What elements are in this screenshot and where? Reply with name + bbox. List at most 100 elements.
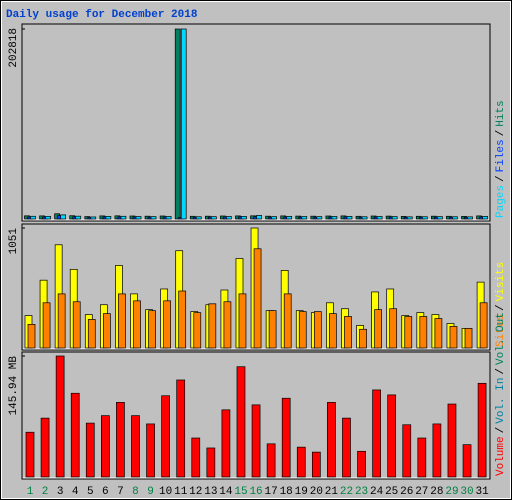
legend-separator: / bbox=[495, 427, 507, 434]
bar bbox=[391, 216, 398, 220]
bar bbox=[462, 444, 472, 478]
bar bbox=[133, 300, 141, 349]
bar bbox=[447, 403, 457, 478]
legend-separator: / bbox=[495, 175, 507, 182]
x-tick-label: 9 bbox=[147, 486, 154, 498]
bar bbox=[131, 415, 140, 478]
bar bbox=[40, 417, 50, 478]
bar bbox=[180, 28, 187, 220]
x-tick-label: 24 bbox=[370, 486, 384, 498]
bar bbox=[406, 216, 413, 220]
x-tick-label: 19 bbox=[295, 486, 308, 498]
bar bbox=[479, 302, 488, 349]
bar bbox=[45, 216, 51, 220]
bar bbox=[357, 450, 366, 478]
bar bbox=[376, 216, 383, 220]
legend: Pages / Files / Hits bbox=[495, 100, 507, 218]
bar bbox=[165, 216, 172, 220]
bar bbox=[87, 319, 96, 349]
x-tick-label: 22 bbox=[340, 486, 353, 498]
legend-entry: Hits bbox=[495, 100, 507, 126]
bar bbox=[283, 293, 292, 349]
chart-title: Daily usage for December 2018 bbox=[6, 9, 198, 21]
bar bbox=[174, 28, 181, 220]
bar bbox=[281, 397, 291, 478]
x-tick-label: 7 bbox=[117, 486, 124, 498]
x-tick-label: 6 bbox=[102, 486, 109, 498]
x-tick-label: 8 bbox=[132, 486, 139, 498]
bar bbox=[210, 216, 217, 220]
bar bbox=[327, 402, 336, 478]
x-tick-label: 27 bbox=[415, 486, 428, 498]
x-tick-label: 23 bbox=[355, 486, 368, 498]
x-tick-label: 30 bbox=[460, 486, 473, 498]
bar bbox=[253, 248, 262, 349]
bar bbox=[301, 216, 308, 220]
x-tick-label: 2 bbox=[42, 486, 49, 498]
bar bbox=[146, 423, 155, 478]
bar bbox=[135, 216, 142, 220]
bar bbox=[437, 216, 443, 220]
bar bbox=[116, 402, 125, 478]
bar bbox=[404, 316, 413, 349]
x-tick-label: 12 bbox=[189, 486, 202, 498]
bar bbox=[313, 311, 322, 349]
bar bbox=[342, 417, 351, 478]
legend-entry: Sites bbox=[495, 314, 507, 347]
bar bbox=[72, 301, 81, 349]
x-tick-label: 10 bbox=[159, 486, 172, 498]
bar bbox=[477, 382, 487, 478]
x-tick-label: 31 bbox=[475, 486, 489, 498]
bar bbox=[432, 423, 442, 478]
x-tick-label: 21 bbox=[325, 486, 339, 498]
bar bbox=[70, 392, 80, 478]
y-tick-label: 145.94 MB bbox=[8, 356, 20, 416]
bar bbox=[27, 324, 36, 349]
bar bbox=[236, 366, 246, 478]
legend-entry: Visits bbox=[495, 262, 507, 302]
bar bbox=[346, 216, 353, 220]
bar bbox=[434, 318, 443, 349]
bar bbox=[359, 328, 367, 349]
x-tick-label: 26 bbox=[400, 486, 413, 498]
bar bbox=[387, 394, 397, 478]
bar bbox=[57, 293, 66, 349]
bar bbox=[251, 404, 261, 478]
bar bbox=[452, 216, 458, 220]
bar bbox=[118, 293, 126, 349]
plot-area bbox=[21, 23, 491, 222]
legend-separator: / bbox=[495, 368, 507, 375]
bar bbox=[161, 395, 170, 478]
bar bbox=[208, 303, 217, 349]
bar bbox=[389, 308, 398, 349]
bar bbox=[256, 214, 262, 220]
bar bbox=[150, 216, 157, 220]
bar bbox=[449, 326, 458, 349]
x-tick-label: 14 bbox=[219, 486, 233, 498]
legend: Volume / Vol. In / Vol. Out bbox=[495, 312, 507, 476]
x-tick-label: 1 bbox=[27, 486, 34, 498]
y-tick-label: 202818 bbox=[8, 28, 20, 68]
bar bbox=[361, 216, 368, 220]
bar bbox=[195, 216, 202, 220]
x-tick-label: 25 bbox=[385, 486, 398, 498]
x-tick-label: 17 bbox=[265, 486, 278, 498]
legend-entry: Pages bbox=[495, 185, 507, 218]
bar bbox=[85, 422, 95, 478]
bar bbox=[374, 309, 382, 349]
bar bbox=[271, 216, 277, 220]
x-tick-label: 29 bbox=[445, 486, 458, 498]
bar bbox=[226, 216, 232, 220]
bar bbox=[464, 328, 473, 349]
x-tick-label: 3 bbox=[57, 486, 64, 498]
bar bbox=[266, 443, 276, 478]
bar bbox=[148, 310, 156, 349]
x-tick-label: 20 bbox=[310, 486, 323, 498]
bar bbox=[42, 302, 51, 349]
x-tick-label: 5 bbox=[87, 486, 94, 498]
bar bbox=[417, 437, 427, 478]
bar bbox=[206, 447, 216, 478]
legend-entry: Files bbox=[495, 139, 507, 172]
legend-entry: Vol. Out bbox=[495, 312, 507, 365]
